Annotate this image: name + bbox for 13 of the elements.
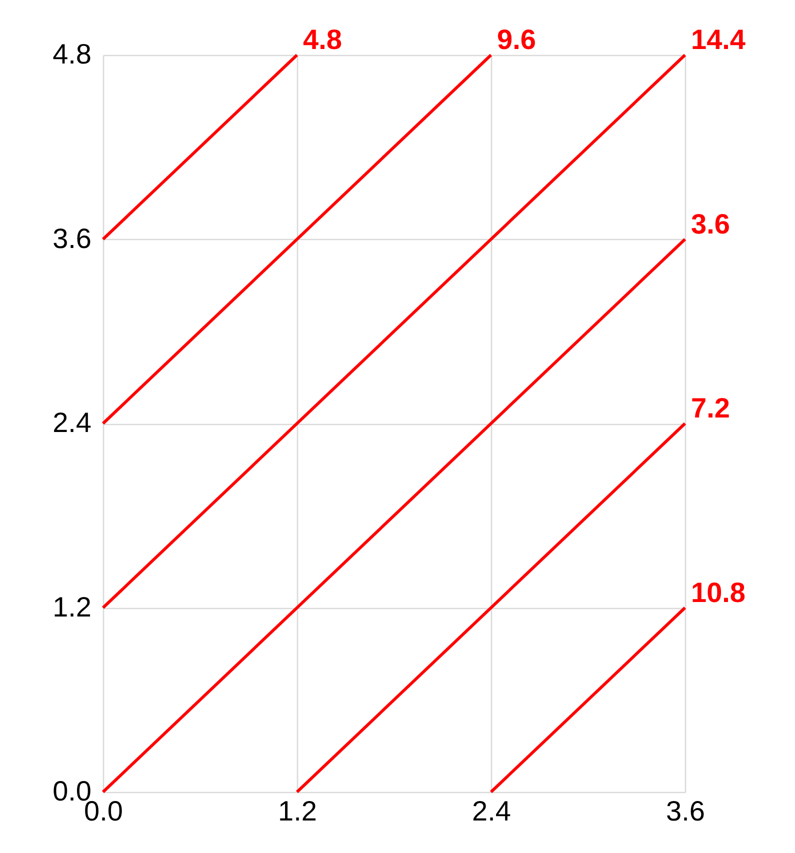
x-tick-label: 2.4 xyxy=(472,796,511,826)
annotation: 4.8 xyxy=(303,24,342,55)
x-tick-label: 1.2 xyxy=(278,796,317,826)
x-tick-label: 3.6 xyxy=(666,796,705,826)
annotation: 7.2 xyxy=(691,392,730,424)
annotation: 14.4 xyxy=(691,24,746,55)
y-tick-label: 2.4 xyxy=(52,407,92,438)
y-tick-label: 4.8 xyxy=(52,38,92,70)
y-tick-label: 3.6 xyxy=(52,222,92,254)
y-tick-label: 1.2 xyxy=(52,591,92,622)
annotation: 3.6 xyxy=(691,208,730,240)
annotation: 9.6 xyxy=(497,24,536,55)
annotation: 10.8 xyxy=(691,576,746,608)
